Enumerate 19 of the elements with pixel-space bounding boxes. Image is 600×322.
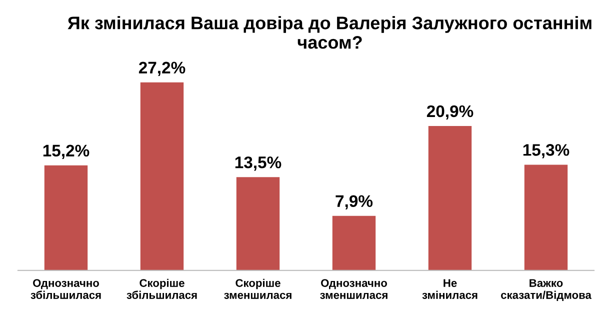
x-tick-label: Важко сказати/Відмова (501, 279, 592, 302)
data-label: 20,9% (426, 105, 474, 120)
data-label: 13,5% (235, 156, 282, 171)
bar (332, 216, 376, 270)
bar (140, 82, 184, 270)
bar (236, 177, 280, 270)
bar (44, 165, 88, 270)
data-label: 15,2% (43, 144, 90, 159)
data-label: 27,2% (138, 62, 186, 76)
bar (428, 126, 472, 270)
x-tick-label: Однозначно збільшилася (30, 279, 101, 299)
x-tick-label: Скоріше зменшилася (224, 278, 292, 299)
data-label: 7,9% (336, 195, 373, 210)
x-tick-label: Не змінилася (422, 279, 478, 299)
chart-title: Як змінилася Ваша довіра до Валерія Залужного останнім часом? (68, 16, 592, 49)
x-tick-label: Скоріше збільшилася (126, 278, 197, 299)
data-label: 15,3% (523, 144, 570, 158)
x-tick-label: Однозначно зменшилася (320, 279, 388, 299)
bar (524, 164, 568, 270)
